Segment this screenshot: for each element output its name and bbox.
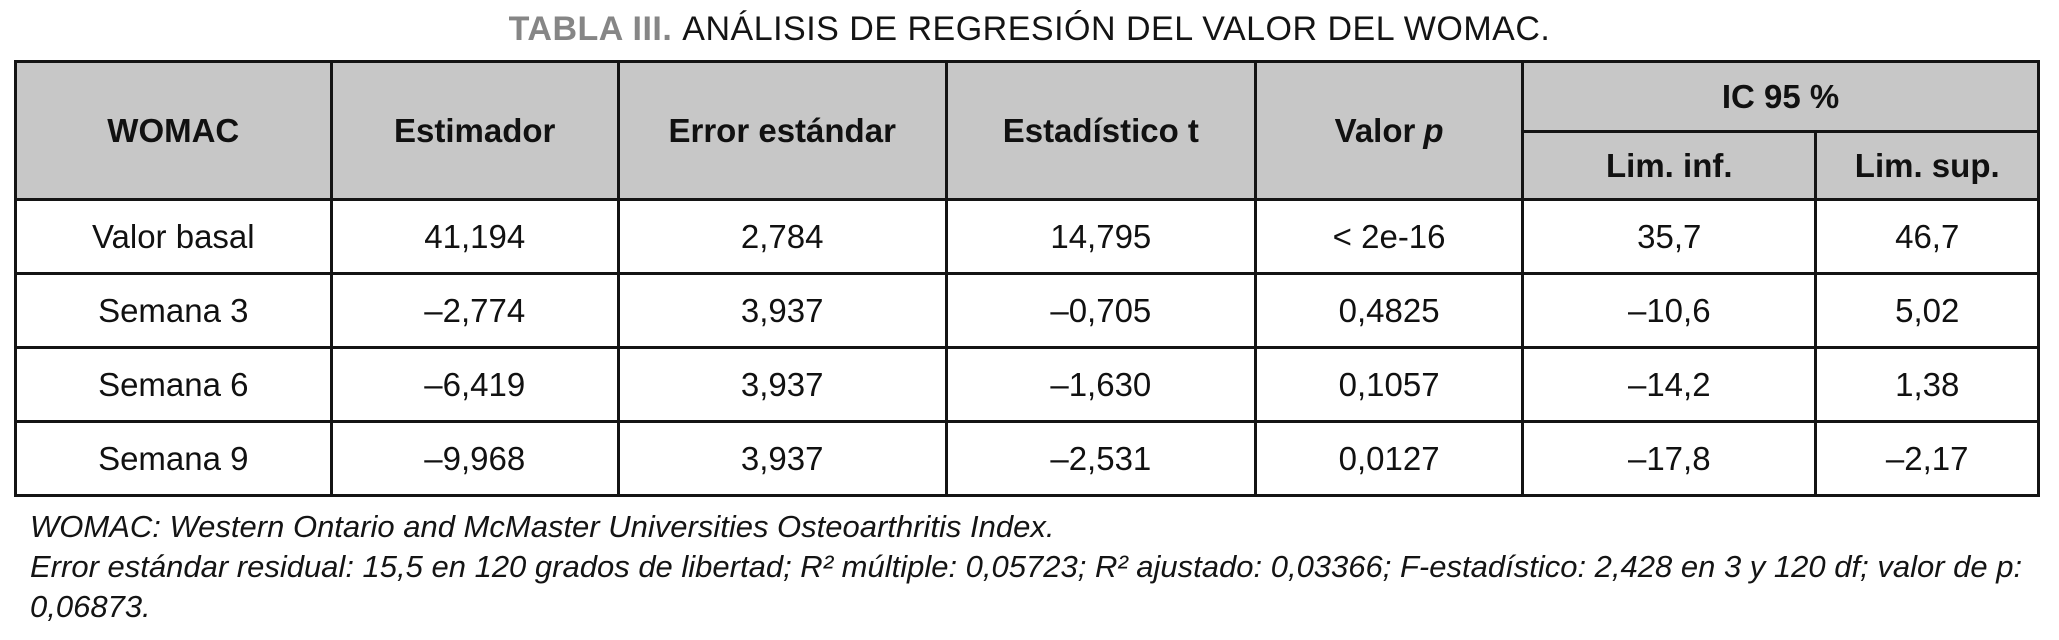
cell-estadistico-t: –0,705 xyxy=(944,272,1258,349)
valor-p-label: Valor xyxy=(1334,111,1416,149)
cell-lim-sup: 5,02 xyxy=(1814,272,2040,349)
cell-error-estandar: 3,937 xyxy=(616,346,948,423)
col-header-lim-sup: Lim. sup. xyxy=(1814,130,2040,201)
col-header-womac: WOMAC xyxy=(14,60,333,201)
footnote-womac-definition: WOMAC: Western Ontario and McMaster Univ… xyxy=(30,509,1055,544)
cell-lim-inf: –14,2 xyxy=(1521,346,1818,423)
table-title-number: TABLA III. xyxy=(508,10,673,48)
row-label: Semana 9 xyxy=(14,420,333,497)
cell-estadistico-t: –1,630 xyxy=(944,346,1258,423)
table-row-valor-basal: Valor basal 41,194 2,784 14,795 < 2e-16 … xyxy=(14,198,2040,275)
cell-estimador: 41,194 xyxy=(329,198,620,275)
cell-error-estandar: 2,784 xyxy=(616,198,948,275)
table-title: TABLA III. ANÁLISIS DE REGRESIÓN DEL VALO… xyxy=(0,10,2059,48)
row-label: Valor basal xyxy=(14,198,333,275)
cell-valor-p: 0,0127 xyxy=(1254,420,1525,497)
col-header-estadistico-t: Estadístico t xyxy=(944,60,1258,201)
col-header-error-estandar: Error estándar xyxy=(616,60,948,201)
col-header-estimador: Estimador xyxy=(329,60,620,201)
regression-table: WOMAC Estimador Error estándar Estadísti… xyxy=(14,60,2040,497)
cell-lim-inf: –10,6 xyxy=(1521,272,1818,349)
row-label: Semana 6 xyxy=(14,346,333,423)
cell-valor-p: < 2e-16 xyxy=(1254,198,1525,275)
col-header-ic95: IC 95 % xyxy=(1521,60,2040,133)
cell-lim-inf: 35,7 xyxy=(1521,198,1818,275)
table-title-text: ANÁLISIS DE REGRESIÓN DEL VALOR DEL WOMA… xyxy=(682,10,1551,48)
table-footnotes: WOMAC: Western Ontario and McMaster Univ… xyxy=(30,507,2030,627)
valor-p-symbol: p xyxy=(1423,111,1444,149)
cell-error-estandar: 3,937 xyxy=(616,420,948,497)
col-header-lim-inf: Lim. inf. xyxy=(1521,130,1818,201)
col-header-valor-p: Valor p xyxy=(1254,60,1525,201)
cell-estadistico-t: 14,795 xyxy=(944,198,1258,275)
cell-estimador: –9,968 xyxy=(329,420,620,497)
cell-estadistico-t: –2,531 xyxy=(944,420,1258,497)
cell-lim-sup: –2,17 xyxy=(1814,420,2040,497)
cell-estimador: –6,419 xyxy=(329,346,620,423)
table-row-semana-3: Semana 3 –2,774 3,937 –0,705 0,4825 –10,… xyxy=(14,272,2040,349)
table-row-semana-6: Semana 6 –6,419 3,937 –1,630 0,1057 –14,… xyxy=(14,346,2040,423)
cell-valor-p: 0,4825 xyxy=(1254,272,1525,349)
cell-lim-inf: –17,8 xyxy=(1521,420,1818,497)
cell-lim-sup: 46,7 xyxy=(1814,198,2040,275)
cell-lim-sup: 1,38 xyxy=(1814,346,2040,423)
footnote-regression-stats: Error estándar residual: 15,5 en 120 gra… xyxy=(30,549,2023,624)
row-label: Semana 3 xyxy=(14,272,333,349)
table-row-semana-9: Semana 9 –9,968 3,937 –2,531 0,0127 –17,… xyxy=(14,420,2040,497)
cell-error-estandar: 3,937 xyxy=(616,272,948,349)
cell-estimador: –2,774 xyxy=(329,272,620,349)
cell-valor-p: 0,1057 xyxy=(1254,346,1525,423)
